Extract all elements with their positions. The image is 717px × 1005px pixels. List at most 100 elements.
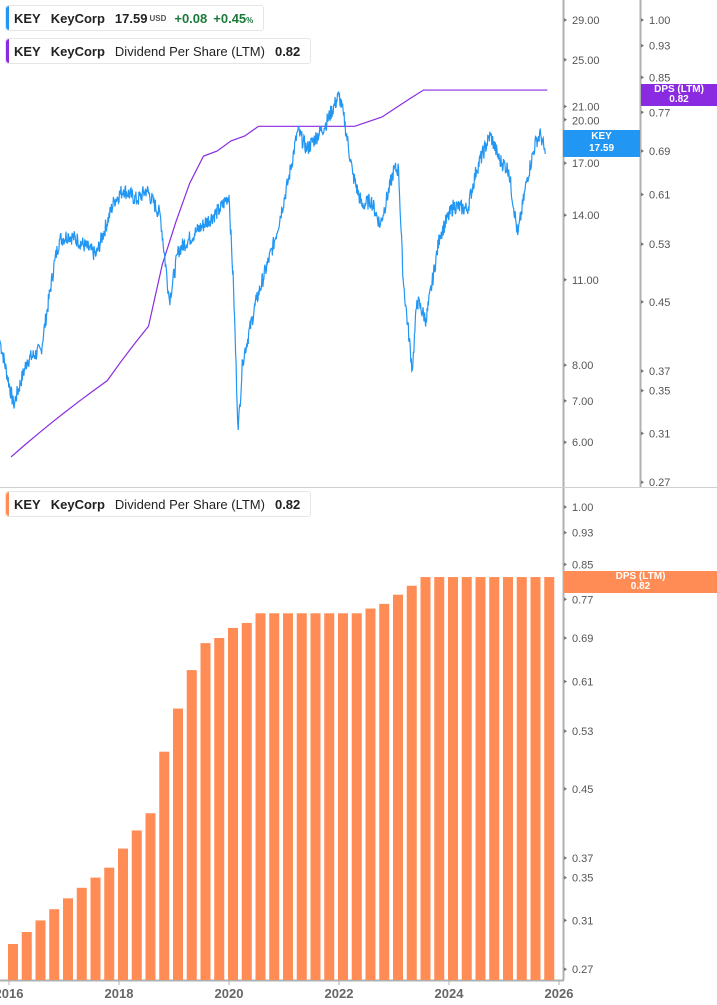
dps-axis-tick-top: 0.37 (649, 366, 670, 378)
price-axis-tag: KEY 17.59 (563, 130, 640, 157)
tag-value: 0.82 (669, 94, 689, 105)
dps-axis-tick-top-mark (641, 43, 644, 48)
series-color-marker (6, 492, 9, 516)
dps-axis-tick-bottom-mark (564, 875, 567, 880)
dps-axis-tick-top-mark (641, 110, 644, 115)
dps-bar (228, 627, 238, 980)
dps-bar (420, 577, 431, 980)
time-axis-tick: 2018 (105, 986, 134, 1001)
legend-value: 0.82 (274, 496, 301, 512)
dps-legend-bottom[interactable]: KEY KeyCorp Dividend Per Share (LTM) 0.8… (5, 491, 312, 517)
dps-axis-tick-bottom: 0.45 (572, 784, 593, 796)
dps-bar (283, 613, 293, 980)
price-axis-tick-mark (564, 161, 567, 166)
price-axis-tick: 21.00 (572, 102, 600, 114)
dps-bar (475, 577, 486, 980)
dps-axis-tick-top: 0.35 (649, 386, 670, 398)
pct-sign: % (246, 15, 254, 25)
dps-bar (516, 577, 527, 980)
dps-axis-tick-top: 0.45 (649, 297, 670, 309)
dps-axis-tick-top: 0.27 (649, 477, 670, 489)
dps-axis-tick-bottom: 0.61 (572, 676, 593, 688)
dps-axis-tick-top-mark (641, 192, 644, 197)
price-axis-tick-mark (564, 57, 567, 62)
price-axis-tick-mark (564, 277, 567, 282)
legend-company: KeyCorp (50, 496, 105, 512)
dps-axis-tick-top: 0.93 (649, 41, 670, 53)
dps-bar (503, 577, 513, 980)
tag-label: DPS (LTM) (654, 84, 704, 95)
legend-metric: Dividend Per Share (LTM) (114, 496, 265, 512)
dps-bar (49, 909, 60, 980)
time-axis-tick: 2022 (325, 986, 354, 1001)
dps-bar (310, 613, 321, 980)
dps-axis-tick-bottom-mark (564, 530, 567, 535)
dps-bar (118, 848, 128, 980)
price-axis-tick-mark (564, 363, 567, 368)
dps-axis-tick-top: 0.31 (649, 428, 670, 440)
price-axis-tick: 29.00 (572, 15, 600, 27)
dps-bar (8, 943, 18, 980)
price-axis-tick-mark (564, 398, 567, 403)
legend-currency: USD (149, 13, 167, 23)
dps-bar (324, 613, 335, 980)
legend-change: +0.08 (174, 10, 208, 26)
tag-value: 0.82 (630, 581, 651, 592)
dps-bar (131, 830, 142, 980)
dps-bar (530, 577, 541, 980)
dps-legend-top[interactable]: KEY KeyCorp Dividend Per Share (LTM) 0.8… (5, 38, 312, 64)
dps-axis-tick-top-mark (641, 480, 644, 485)
dps-axis-tick-bottom: 1.00 (572, 502, 593, 514)
series-color-marker (6, 6, 9, 30)
price-axis-tick: 8.00 (572, 360, 593, 372)
dps-axis-tick-top-mark (641, 388, 644, 393)
price-axis-tick: 11.00 (572, 275, 599, 287)
price-axis-tick: 6.00 (572, 437, 593, 449)
legend-ticker: KEY (14, 43, 41, 59)
dps-axis-tick-top-mark (641, 18, 644, 22)
dps-bar (338, 613, 348, 980)
dps-bar (173, 708, 183, 980)
dps-axis-tick-bottom-mark (564, 855, 567, 860)
dps-axis-tick-bottom-mark (564, 918, 567, 923)
dps-bar (255, 613, 266, 980)
dps-axis-tick-top-mark (641, 148, 644, 153)
dps-bar (269, 613, 280, 980)
legend-company: KeyCorp (50, 43, 105, 59)
dps-bar (379, 603, 390, 980)
dps-axis-tick-top: 0.53 (649, 239, 670, 251)
dps-bar (351, 613, 362, 980)
legend-value: 0.82 (274, 43, 301, 59)
dps-axis-tag-top: DPS (LTM) 0.82 (641, 84, 717, 106)
dps-axis-tick-top-mark (641, 75, 644, 80)
dps-axis-tick-bottom: 0.37 (572, 853, 593, 865)
dps-axis-tick-top: 1.00 (649, 15, 670, 27)
series-color-marker (6, 39, 9, 63)
time-axis-tick: 2026 (545, 986, 574, 1001)
dps-axis-tick-bottom-mark (564, 562, 567, 567)
dps-bar (186, 670, 197, 980)
tag-value: 17.59 (588, 143, 615, 154)
price-axis-tick: 7.00 (572, 396, 593, 408)
dps-bar (145, 813, 156, 980)
dps-axis-tick-bottom-mark (564, 679, 567, 684)
dps-axis-tick-bottom-mark (564, 729, 567, 734)
dps-bar (63, 898, 73, 980)
dps-axis-tick-bottom-mark (564, 967, 567, 972)
price-axis-tick-mark (564, 104, 567, 109)
dps-axis-tick-top: 0.85 (649, 72, 670, 84)
price-legend[interactable]: KEY KeyCorp 17.59 USD +0.08 +0.45% (5, 5, 265, 31)
dps-bar (35, 920, 46, 980)
dps-bar (76, 887, 87, 980)
legend-change-pct: +0.45% (213, 11, 253, 26)
price-axis-tick: 14.00 (572, 210, 600, 222)
dps-bar (214, 637, 225, 980)
dps-bar (365, 608, 376, 980)
dps-axis-tick-bottom: 0.69 (572, 633, 593, 645)
dps-axis-tick-bottom: 0.35 (572, 873, 593, 885)
dps-bar (296, 613, 307, 980)
dps-axis-tick-bottom: 0.53 (572, 726, 593, 738)
price-axis-tick: 20.00 (572, 116, 600, 128)
dps-axis-tick-bottom: 0.77 (572, 594, 593, 606)
